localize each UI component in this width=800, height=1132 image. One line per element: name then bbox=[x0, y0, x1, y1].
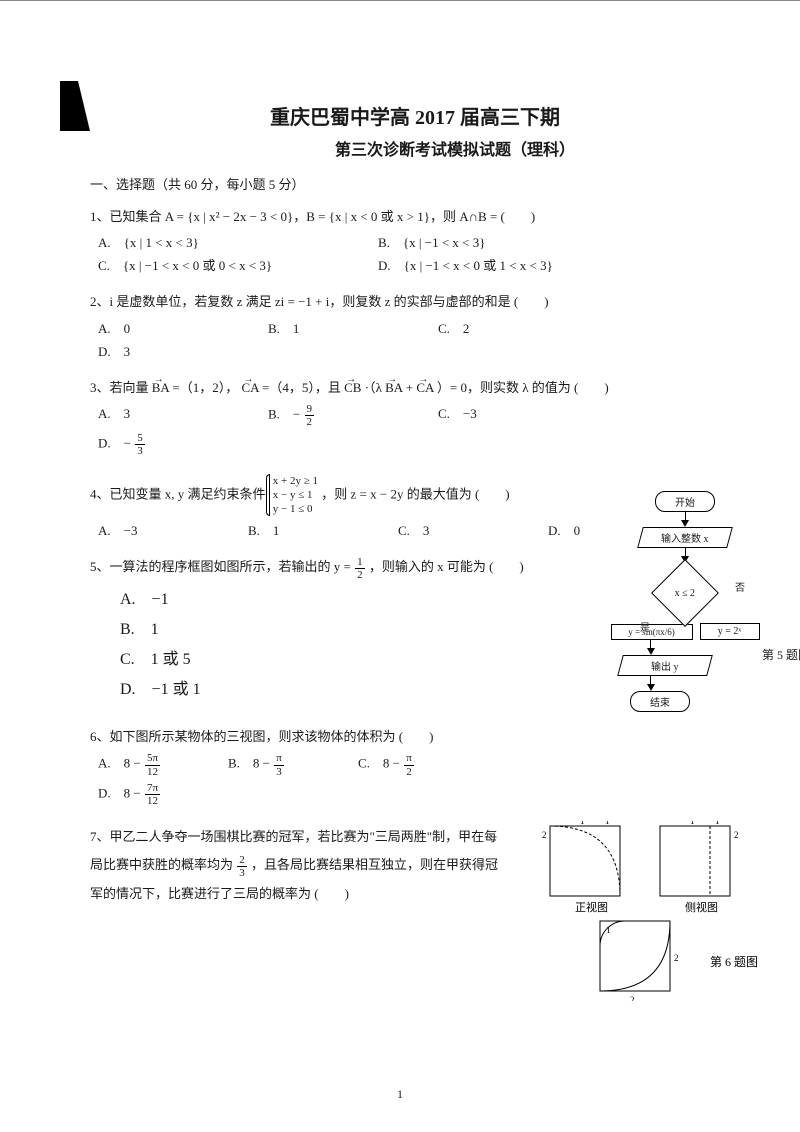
q3-pre: 3、若向量 bbox=[90, 380, 152, 395]
q4-opt-b: B. 1 bbox=[248, 520, 358, 539]
flow-output: 输出 y bbox=[617, 655, 713, 676]
q3-cav: =（4，5），且 bbox=[262, 380, 344, 395]
q6-opt-b: B. 8 − π3 bbox=[228, 752, 318, 777]
flow-right: y = 2ˣ bbox=[700, 623, 760, 640]
svg-text:2: 2 bbox=[630, 995, 635, 1001]
q1-options: A. {x | 1 < x < 3} B. {x | −1 < x < 3} C… bbox=[98, 232, 740, 278]
frac-icon: π3 bbox=[274, 752, 284, 777]
q3-opt-c: C. −3 bbox=[438, 403, 568, 428]
page-number: 1 bbox=[0, 1087, 800, 1102]
q3-opt-d: D. − 53 bbox=[98, 432, 198, 457]
q2-options: A. 0 B. 1 C. 2 D. 3 bbox=[98, 318, 740, 364]
q6-options: A. 8 − 5π12 B. 8 − π3 C. 8 − π2 D. 8 − 7… bbox=[98, 752, 538, 810]
q3-bav: =（1，2）， bbox=[172, 380, 238, 395]
flowchart-caption: 第 5 题图 bbox=[762, 646, 800, 663]
scan-artifact bbox=[60, 81, 90, 131]
flow-left: y = sin(πx/6) bbox=[611, 624, 693, 640]
question-6: 6、如下图所示某物体的三视图，则求该物体的体积为 ( ) bbox=[90, 725, 490, 748]
section-header: 一、选择题（共 60 分，每小题 5 分） bbox=[90, 174, 740, 193]
frac-icon: 7π12 bbox=[145, 782, 160, 807]
question-2: 2、i 是虚数单位，若复数 z 满足 zi = −1 + i，则复数 z 的实部… bbox=[90, 290, 740, 313]
flow-no-label: 否 bbox=[735, 579, 745, 594]
flow-input: 输入整数 x bbox=[637, 527, 733, 548]
q3-options: A. 3 B. − 92 C. −3 D. − 53 bbox=[98, 403, 740, 461]
q5-post: ，则输入的 x 可能为 ( ) bbox=[369, 559, 524, 574]
frac-icon: 53 bbox=[135, 432, 145, 457]
svg-text:侧视图: 侧视图 bbox=[685, 900, 718, 914]
brace-icon: x + 2y ≥ 1 x − y ≤ 1 y − 1 ≤ 0 bbox=[269, 474, 318, 517]
q1-opt-c: C. {x | −1 < x < 0 或 0 < x < 3} bbox=[98, 255, 378, 274]
frac-icon: 5π12 bbox=[145, 752, 160, 777]
svg-text:1: 1 bbox=[606, 925, 611, 935]
q4-pre: 4、已知变量 x, y 满足约束条件 bbox=[90, 486, 269, 501]
exam-page: 重庆巴蜀中学高 2017 届高三下期 第三次诊断考试模拟试题（理科） 一、选择题… bbox=[0, 0, 800, 1132]
vector-ca: CA bbox=[241, 380, 258, 395]
question-1: 1、已知集合 A = {x | x² − 2x − 3 < 0}，B = {x … bbox=[90, 205, 740, 228]
q3-end: ）= 0，则实数 λ 的值为 ( ) bbox=[437, 380, 609, 395]
vector-ba: BA bbox=[152, 380, 169, 395]
vector-cb: CB bbox=[344, 380, 361, 395]
views-svg: 11 2 正视图 11 2 侧视图 1 2 2 俯视图 bbox=[540, 821, 760, 1001]
svg-text:1: 1 bbox=[690, 821, 695, 826]
q3-opt-a: A. 3 bbox=[98, 403, 228, 428]
flow-condition: x ≤ 2 bbox=[651, 559, 719, 627]
q1-opt-a: A. {x | 1 < x < 3} bbox=[98, 232, 378, 251]
q2-opt-d: D. 3 bbox=[98, 341, 198, 360]
q3-dot: ·（λ bbox=[365, 380, 382, 395]
svg-text:1: 1 bbox=[580, 821, 585, 826]
title-sub: 第三次诊断考试模拟试题（理科） bbox=[90, 136, 740, 160]
flow-yes-label: 是 bbox=[640, 619, 650, 634]
q2-opt-c: C. 2 bbox=[438, 318, 568, 337]
vector-ba2: BA bbox=[385, 380, 402, 395]
svg-text:2: 2 bbox=[542, 830, 547, 840]
q1-opt-d: D. {x | −1 < x < 0 或 1 < x < 3} bbox=[378, 255, 658, 274]
title-main: 重庆巴蜀中学高 2017 届高三下期 bbox=[90, 101, 740, 130]
svg-text:2: 2 bbox=[674, 953, 679, 963]
flowchart-diagram: 开始 输入整数 x x ≤ 2 是 否 y = sin(πx/6) y = 2ˣ… bbox=[610, 491, 760, 712]
q1-opt-b: B. {x | −1 < x < 3} bbox=[378, 232, 658, 251]
q6-opt-a: A. 8 − 5π12 bbox=[98, 752, 188, 777]
q2-opt-b: B. 1 bbox=[268, 318, 398, 337]
flow-end: 结束 bbox=[630, 691, 690, 712]
frac-icon: 23 bbox=[237, 854, 247, 879]
flow-start: 开始 bbox=[655, 491, 715, 512]
q4-opt-a: A. −3 bbox=[98, 520, 208, 539]
svg-text:2: 2 bbox=[734, 830, 739, 840]
frac-icon: π2 bbox=[404, 752, 414, 777]
vector-ca2: CA bbox=[416, 380, 433, 395]
q6-opt-d: D. 8 − 7π12 bbox=[98, 782, 188, 807]
svg-text:正视图: 正视图 bbox=[575, 900, 608, 914]
q2-opt-a: A. 0 bbox=[98, 318, 228, 337]
q3-opt-b: B. − 92 bbox=[268, 403, 398, 428]
question-7: 7、甲乙二人争夺一场围棋比赛的冠军，若比赛为"三局两胜"制，甲在每局比赛中获胜的… bbox=[90, 823, 510, 909]
q3-plus: + bbox=[406, 380, 413, 395]
svg-text:第 6 题图: 第 6 题图 bbox=[710, 955, 758, 969]
frac-icon: 92 bbox=[305, 403, 315, 428]
question-3: 3、若向量 BA =（1，2）， CA =（4，5），且 CB ·（λ BA +… bbox=[90, 376, 740, 399]
frac-icon: 12 bbox=[355, 556, 365, 581]
three-views-diagram: 11 2 正视图 11 2 侧视图 1 2 2 俯视图 bbox=[540, 821, 760, 1004]
q6-opt-c: C. 8 − π2 bbox=[358, 752, 448, 777]
svg-text:1: 1 bbox=[715, 821, 720, 826]
q5-pre: 5、一算法的程序框图如图所示，若输出的 y = bbox=[90, 559, 354, 574]
q4-opt-c: C. 3 bbox=[398, 520, 508, 539]
q4-post: ，则 z = x − 2y 的最大值为 ( ) bbox=[321, 486, 509, 501]
svg-text:1: 1 bbox=[605, 821, 610, 826]
